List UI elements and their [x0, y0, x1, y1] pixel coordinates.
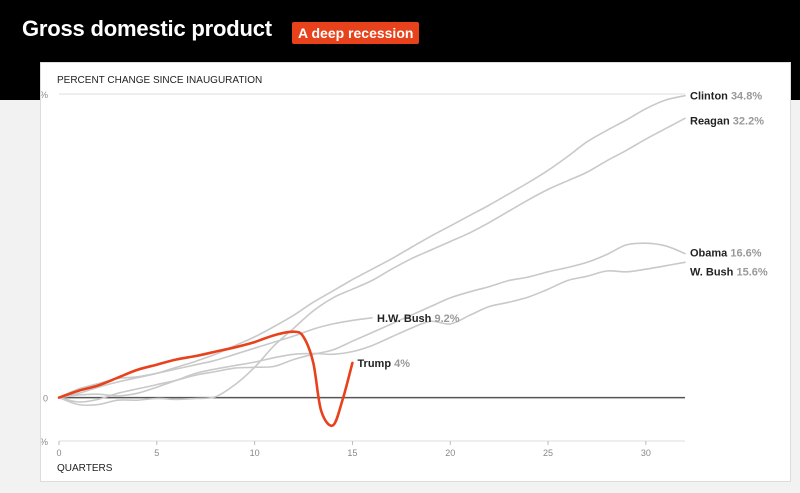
series-name: H.W. Bush	[377, 313, 434, 325]
series-line-trump	[57, 330, 354, 428]
series-value: 34.8%	[731, 91, 762, 103]
series-label-w-bush: W. Bush 15.6%	[690, 266, 768, 278]
series-label-reagan: Reagan 32.2%	[690, 115, 764, 127]
x-tick-label: 20	[445, 448, 455, 458]
y-axis-label: PERCENT CHANGE SINCE INAUGURATION	[57, 75, 262, 86]
page-title: Gross domestic product	[22, 16, 272, 41]
series-label-clinton: Clinton 34.8%	[690, 91, 762, 103]
series-value: 9.2%	[434, 313, 459, 325]
series-line-clinton	[58, 94, 686, 399]
x-tick-label: 10	[250, 448, 260, 458]
series-line-obama	[58, 242, 686, 403]
series-value: 4%	[394, 358, 410, 370]
headline-badge: A deep recession	[292, 22, 420, 44]
series-line-reagan	[58, 117, 686, 407]
series-value: 16.6%	[730, 248, 761, 260]
series-value: 15.6%	[736, 266, 767, 278]
chart-card: PERCENT CHANGE SINCE INAUGURATION QUARTE…	[40, 62, 791, 482]
x-tick-label: 5	[154, 448, 159, 458]
series-label-h-w-bush: H.W. Bush 9.2%	[377, 313, 460, 325]
y-tick-label: 35%	[41, 90, 48, 100]
series-name: Trump	[357, 358, 394, 370]
series-line-w-bush	[58, 261, 686, 399]
series-value: 32.2%	[733, 115, 764, 127]
series-label-obama: Obama 16.6%	[690, 248, 762, 260]
series-name: Clinton	[690, 91, 731, 103]
x-axis-label: QUARTERS	[57, 463, 113, 474]
series-name: W. Bush	[690, 266, 736, 278]
series-name: Obama	[690, 248, 730, 260]
series-label-trump: Trump 4%	[357, 358, 410, 370]
gdp-line-chart: PERCENT CHANGE SINCE INAUGURATION QUARTE…	[41, 75, 768, 474]
x-tick-label: 25	[543, 448, 553, 458]
x-tick-label: 30	[641, 448, 651, 458]
y-tick-label: -5%	[41, 437, 48, 447]
series-name: Reagan	[690, 115, 733, 127]
x-tick-label: 0	[56, 448, 61, 458]
y-tick-label: 0	[43, 394, 48, 404]
x-tick-label: 15	[347, 448, 357, 458]
